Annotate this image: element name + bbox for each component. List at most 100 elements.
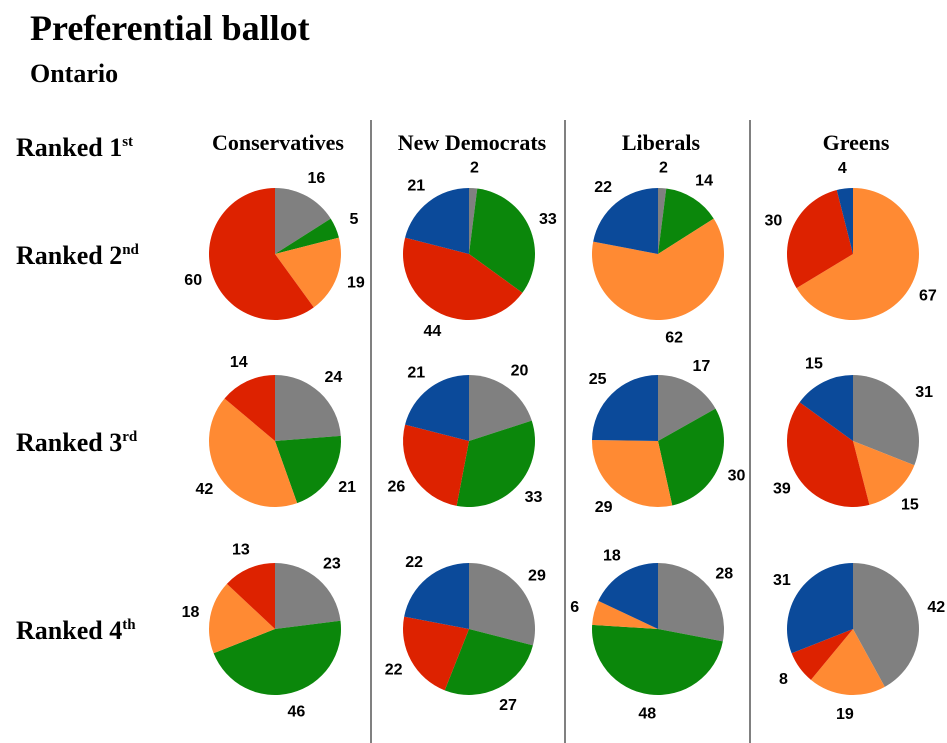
data-label: 15 xyxy=(805,356,823,373)
pie-slice xyxy=(791,629,853,680)
data-label: 18 xyxy=(603,548,621,565)
data-label: 8 xyxy=(779,671,788,688)
data-label: 19 xyxy=(347,274,365,291)
column-title: Conservatives xyxy=(212,130,344,155)
pie-slice xyxy=(275,563,341,629)
pie-slice xyxy=(658,188,714,254)
pie-slice xyxy=(469,188,478,254)
pie-slice xyxy=(853,563,920,687)
pie-slice xyxy=(853,375,920,466)
pie-slice xyxy=(208,398,298,507)
data-label: 29 xyxy=(528,568,546,585)
data-label: 39 xyxy=(773,481,791,498)
pie-slice xyxy=(658,563,724,642)
data-label: 33 xyxy=(539,211,557,228)
data-label: 6 xyxy=(570,599,579,616)
column-title: New Democrats xyxy=(398,130,547,155)
chart-subtitle: Ontario xyxy=(30,59,118,88)
data-label: 30 xyxy=(765,213,783,230)
pie-slice xyxy=(403,237,523,321)
row-label: Ranked 4th xyxy=(16,616,136,645)
data-label: 2 xyxy=(659,159,668,176)
data-label: 33 xyxy=(525,489,543,506)
data-label: 46 xyxy=(287,704,305,721)
data-label: 4 xyxy=(838,160,847,177)
pie-slice xyxy=(593,188,658,254)
pie-slice xyxy=(275,218,339,254)
pie-slice xyxy=(403,616,469,691)
pie-slice xyxy=(404,563,469,629)
label-sup: st xyxy=(122,134,133,150)
label-sup: rd xyxy=(122,429,138,445)
corner-label: Ranked 1st xyxy=(16,133,133,162)
label-text: Ranked 1 xyxy=(16,133,122,162)
pie-slice xyxy=(275,375,341,441)
label-sup: nd xyxy=(122,242,139,258)
pie-slice xyxy=(275,237,341,308)
pie-slice xyxy=(591,218,724,321)
pie-slice xyxy=(658,188,667,254)
data-label: 25 xyxy=(589,371,607,388)
data-label: 18 xyxy=(182,604,200,621)
pie-slice xyxy=(658,375,716,441)
pie-slice xyxy=(658,408,724,506)
pie-slice xyxy=(469,188,536,293)
data-label: 27 xyxy=(499,697,517,714)
data-label: 17 xyxy=(692,358,710,375)
row-label: Ranked 3rd xyxy=(16,428,138,457)
data-label: 42 xyxy=(195,481,213,498)
pie-slice xyxy=(224,375,275,441)
data-label: 28 xyxy=(715,565,733,582)
pie-slice xyxy=(403,424,469,506)
data-label: 62 xyxy=(665,330,683,347)
pie-slice xyxy=(275,188,331,254)
data-label: 60 xyxy=(184,272,202,289)
pie-slice xyxy=(469,375,532,441)
pie-slice xyxy=(592,375,658,441)
pie-slice xyxy=(799,375,853,441)
pie-slice xyxy=(226,563,275,629)
pie-slice xyxy=(836,188,853,254)
data-label: 21 xyxy=(407,364,425,381)
data-label: 21 xyxy=(338,479,356,496)
column-title: Liberals xyxy=(622,130,701,155)
column-title: Greens xyxy=(823,130,890,155)
chart-title: Preferential ballot xyxy=(30,8,310,48)
row-label: Ranked 2nd xyxy=(16,241,140,270)
pie-slice xyxy=(209,188,314,320)
data-label: 14 xyxy=(230,354,248,371)
label-text: Ranked 4 xyxy=(16,616,122,645)
data-label: 5 xyxy=(349,211,358,228)
pie-slice xyxy=(810,629,885,696)
pie-slice xyxy=(787,190,853,289)
data-label: 14 xyxy=(695,173,713,190)
pie-slice xyxy=(598,563,658,629)
data-label: 21 xyxy=(407,177,425,194)
label-text: Ranked 3 xyxy=(16,428,122,457)
data-label: 24 xyxy=(325,369,343,386)
data-label: 22 xyxy=(405,554,423,571)
data-label: 23 xyxy=(323,556,341,573)
data-label: 2 xyxy=(470,159,479,176)
data-label: 22 xyxy=(594,179,612,196)
label-text: Ranked 2 xyxy=(16,241,122,270)
data-label: 29 xyxy=(595,499,613,516)
pie-slice xyxy=(405,375,469,441)
data-label: 15 xyxy=(901,497,919,514)
data-label: 48 xyxy=(638,706,656,723)
pie-slice xyxy=(444,629,533,695)
pie-slice xyxy=(787,563,853,654)
pie-slice xyxy=(456,420,535,508)
data-label: 31 xyxy=(915,384,933,401)
pie-slice xyxy=(592,439,673,508)
data-label: 30 xyxy=(728,467,746,484)
data-label: 42 xyxy=(927,599,945,616)
pie-slice xyxy=(796,188,920,320)
data-label: 13 xyxy=(232,541,250,558)
data-label: 20 xyxy=(511,363,529,380)
pie-slice xyxy=(592,600,658,629)
data-label: 16 xyxy=(308,170,326,187)
pie-slice xyxy=(469,563,535,646)
pie-slice xyxy=(853,441,915,505)
